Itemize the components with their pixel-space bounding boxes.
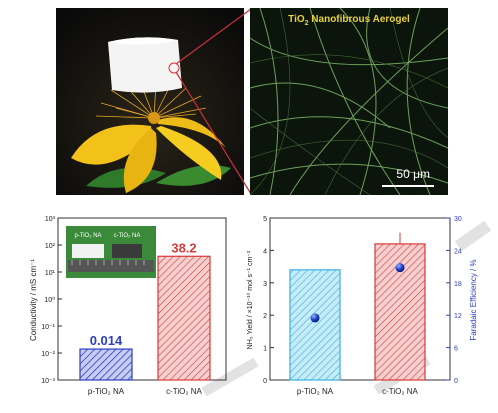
y-tick-label: 10¹ (45, 270, 56, 277)
y2-tick-label: 12 (454, 313, 462, 320)
sem-title: TiO2 Nanofibrous Aerogel (288, 14, 410, 27)
y2-tick-label: 24 (454, 248, 462, 255)
y-tick-label: 10² (45, 243, 56, 250)
inset-label-c-tio2: c-TiO₂ NA (114, 233, 141, 239)
bar-p-tio2-conductivity (79, 348, 133, 381)
y-tick-label: 10⁻³ (41, 378, 55, 385)
y-tick-label: 10⁻¹ (41, 324, 55, 331)
y-tick-label: 0 (263, 378, 267, 385)
fe-point-p-tio2 (310, 313, 320, 323)
y-tick-label: 10⁻² (41, 351, 55, 358)
plot-frame (269, 217, 451, 381)
inset-label-p-tio2: p-TiO₂ NA (74, 233, 101, 239)
y-tick-label: 10⁰ (44, 296, 55, 304)
y2-axis-label: Faradaic Efficiency / % (469, 259, 478, 340)
y-tick-label: 1 (263, 346, 267, 353)
x-tick-label-p-tio2: p-TiO₂ NA (88, 387, 125, 396)
sem-image: TiO2 Nanofibrous Aerogel 50 μm (250, 8, 448, 195)
y2-tick-label: 6 (454, 346, 458, 353)
y-tick-label: 10³ (45, 216, 56, 223)
y2-tick-label: 0 (454, 378, 458, 385)
scale-bar-label: 50 μm (396, 167, 430, 181)
fe-point-c-tio2 (395, 263, 405, 273)
x-tick-label-c-tio2: c-TiO₂ NA (382, 387, 418, 396)
y-tick-label: 5 (263, 216, 267, 223)
scale-bar (382, 185, 434, 187)
y-axis-label: NH₃ Yield / ×10⁻¹⁰ mol s⁻¹ cm⁻² (246, 250, 254, 349)
y-tick-label: 4 (263, 248, 267, 255)
y2-tick-label: 30 (454, 216, 462, 223)
y2-tick-label: 18 (454, 281, 462, 288)
value-label-p-tio2: 0.014 (90, 333, 123, 348)
bar-c-tio2-nh3-yield (374, 243, 426, 381)
x-tick-label-c-tio2: c-TiO₂ NA (166, 387, 202, 396)
inset-photo: p-TiO₂ NA c-TiO₂ NA (66, 226, 156, 278)
conductivity-chart: 10⁻³ 10⁻² 10⁻¹ 10⁰ 10¹ 10² 10³ 0.014 38.2 p-Ti… (29, 216, 227, 396)
aerogel-on-flower-photo (56, 8, 244, 195)
y-tick-label: 3 (263, 281, 267, 288)
x-tick-label-p-tio2: p-TiO₂ NA (297, 387, 334, 396)
y-tick-label: 2 (263, 313, 267, 320)
bar-p-tio2-nh3-yield (289, 269, 341, 381)
value-label-c-tio2: 38.2 (171, 240, 196, 255)
bar-c-tio2-conductivity (157, 255, 211, 381)
y-axis-label: Conductivity / mS cm⁻¹ (29, 259, 38, 341)
